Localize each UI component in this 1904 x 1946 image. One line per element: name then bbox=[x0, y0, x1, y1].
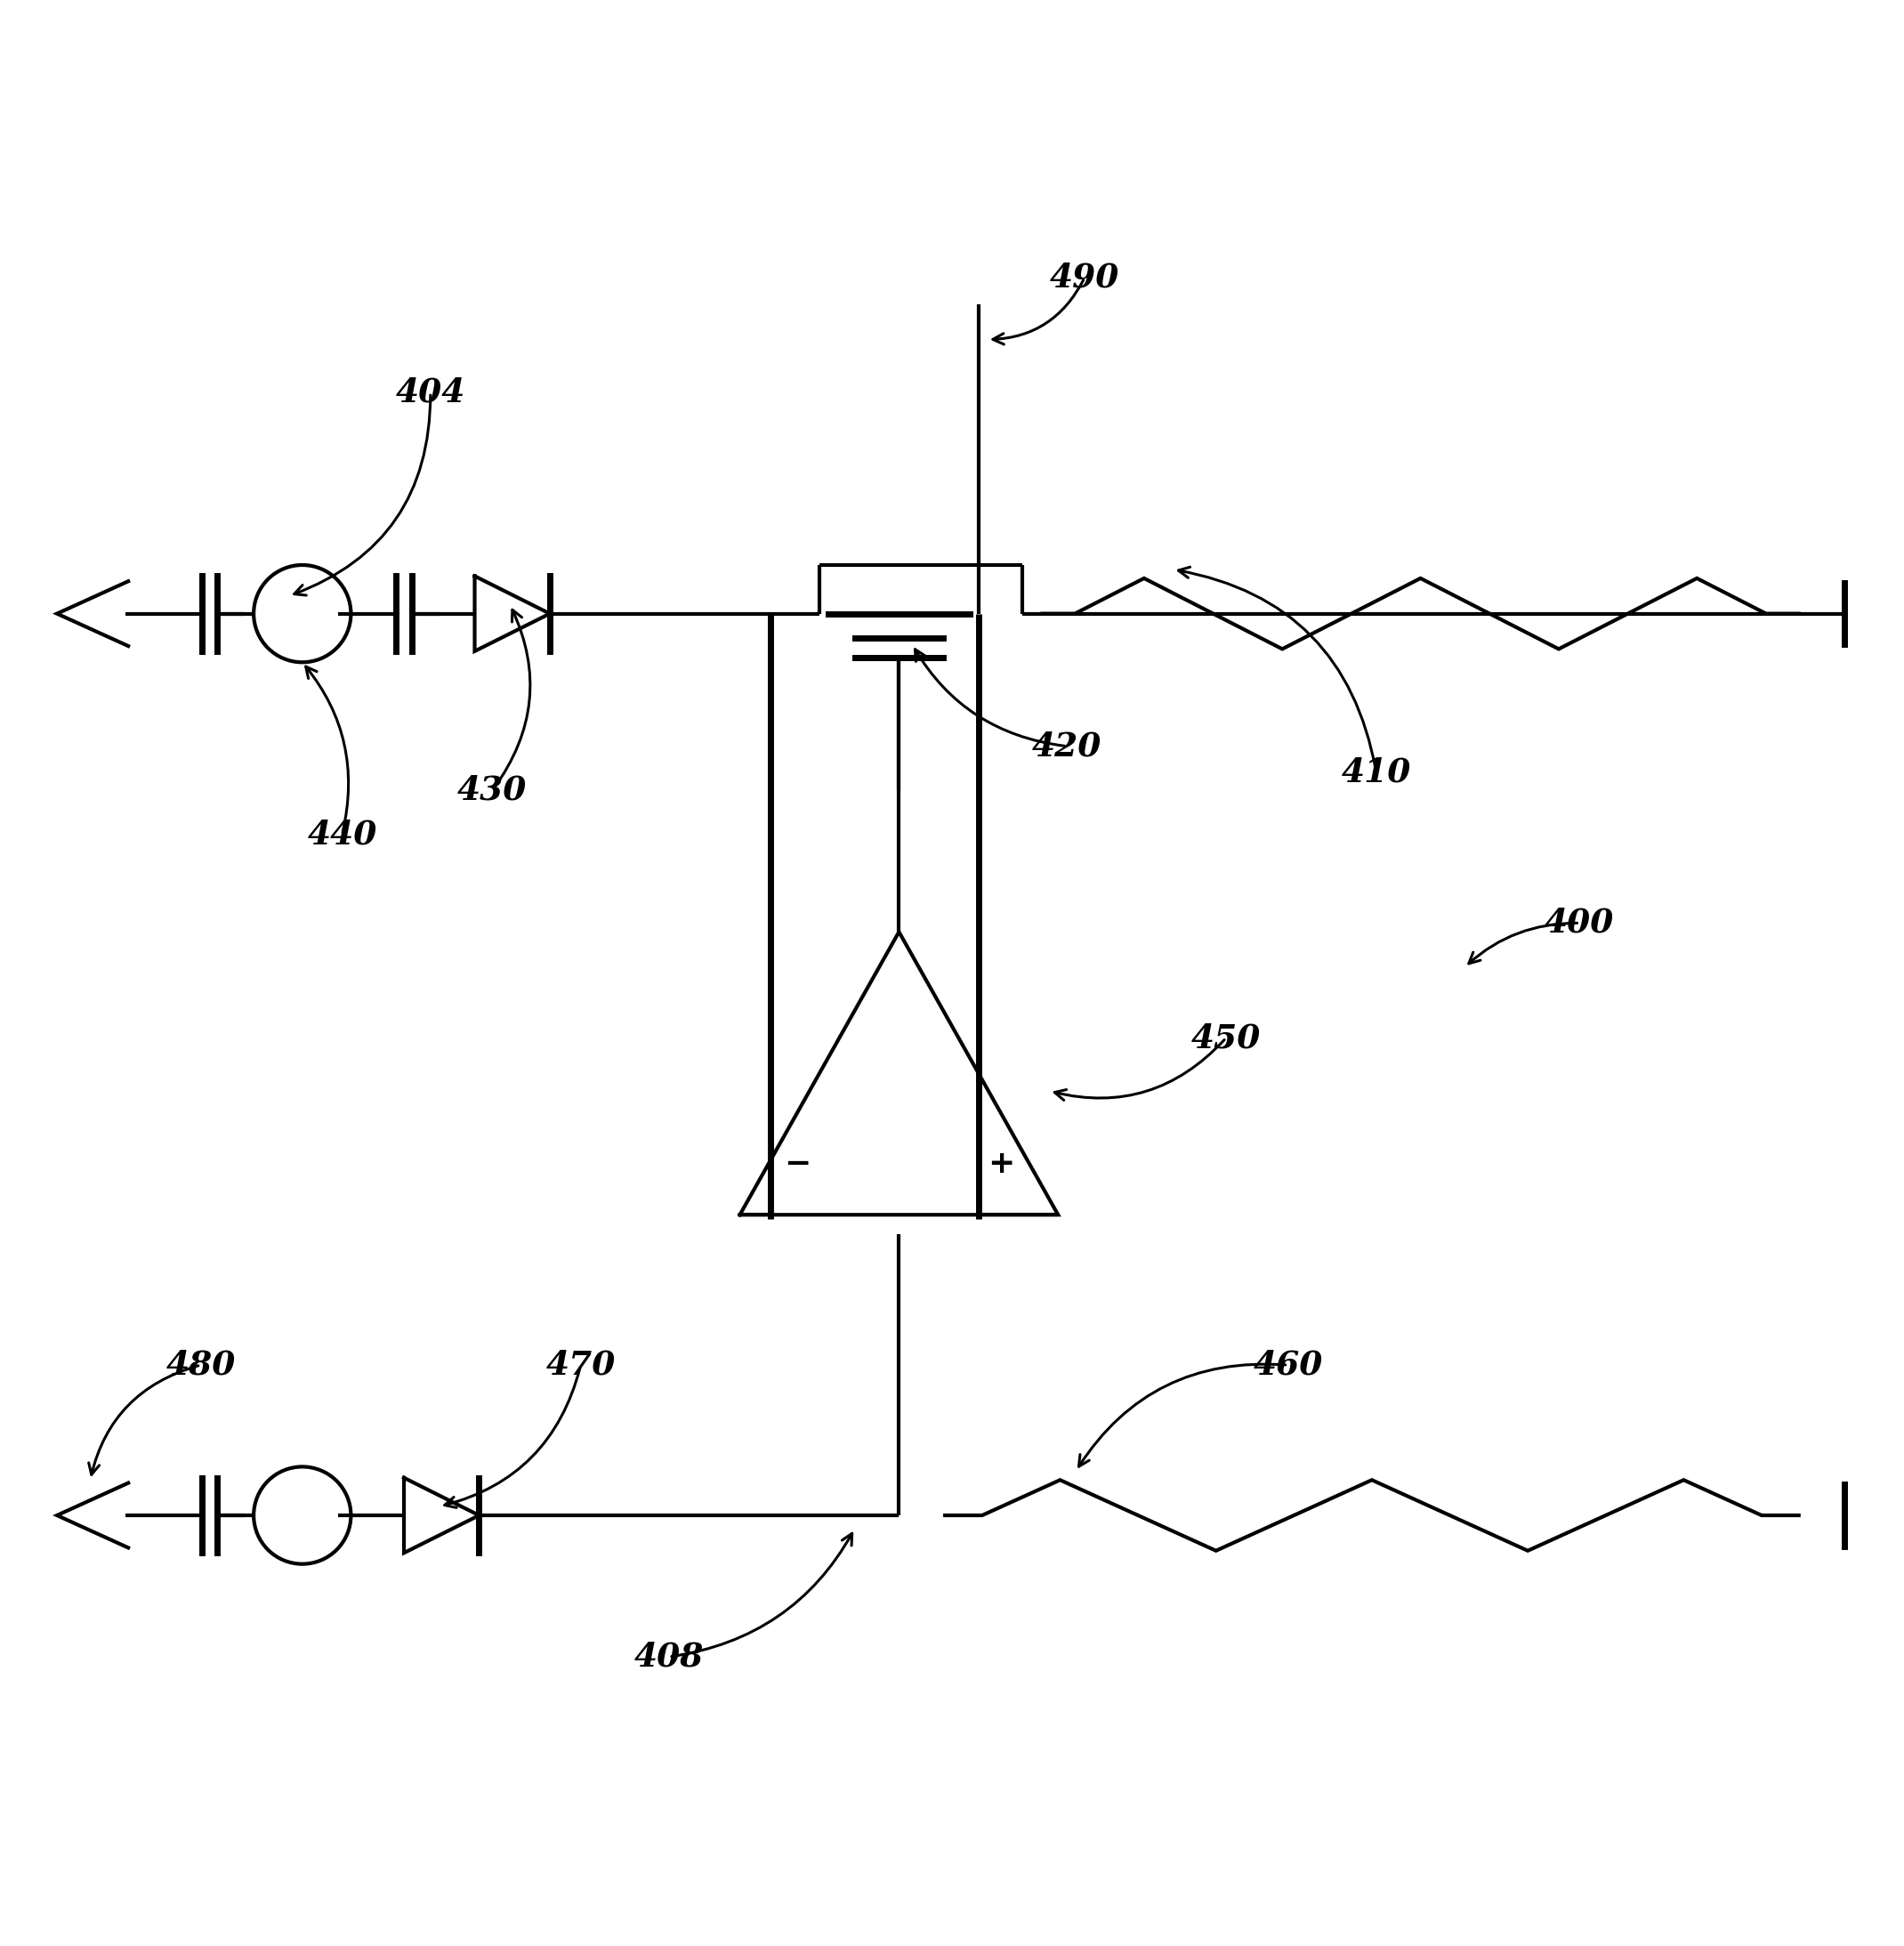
Text: 410: 410 bbox=[1342, 757, 1411, 790]
Text: 404: 404 bbox=[396, 376, 465, 409]
Text: −: − bbox=[784, 1148, 811, 1179]
Text: 460: 460 bbox=[1253, 1349, 1323, 1382]
Text: 408: 408 bbox=[634, 1640, 704, 1674]
Text: 490: 490 bbox=[1049, 261, 1120, 294]
Text: 430: 430 bbox=[457, 775, 527, 808]
Text: 420: 420 bbox=[1032, 730, 1102, 763]
Text: 400: 400 bbox=[1544, 907, 1615, 940]
Text: 450: 450 bbox=[1192, 1022, 1260, 1055]
Text: 440: 440 bbox=[307, 817, 377, 850]
Text: 480: 480 bbox=[166, 1349, 236, 1382]
Text: +: + bbox=[988, 1148, 1015, 1179]
Text: 470: 470 bbox=[546, 1349, 615, 1382]
